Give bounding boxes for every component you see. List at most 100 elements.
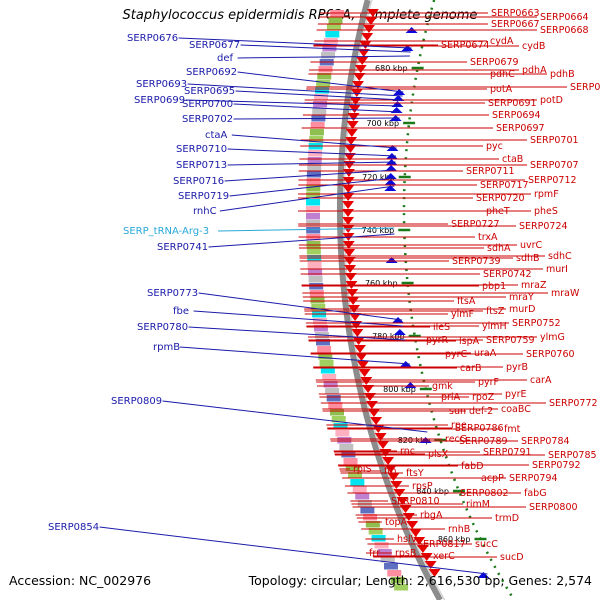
topology-summary: Topology: circular; Length: 2,616,530 bp… [248, 573, 592, 588]
gene-label-right: SERP0717 [480, 180, 529, 191]
label-leader-line [187, 83, 403, 97]
label-leader-line [227, 148, 396, 157]
label-leader-line [198, 292, 403, 321]
gene-label-right: def-2 [469, 406, 493, 417]
gene-label-right: pheS [534, 206, 558, 217]
cog-category-block [363, 514, 378, 521]
gene-label-right: SERP0668 [540, 25, 589, 36]
reverse-gene-arrow [348, 105, 361, 113]
label-leader-line [162, 400, 428, 433]
gene-label-left: SERP0693 [136, 79, 187, 90]
gene-label-right: SERP0784 [521, 436, 570, 447]
cog-category-block [306, 178, 321, 185]
label-leader-line [233, 117, 400, 120]
gene-label-right: hslV [397, 534, 418, 545]
cog-category-block [325, 31, 340, 38]
cog-category-block [319, 360, 334, 367]
gene-label-right: SERP0791 [483, 447, 532, 458]
reverse-gene-arrow [356, 361, 369, 369]
gene-label-right: SERP0679 [470, 57, 519, 68]
cog-category-block [317, 73, 332, 80]
cog-category-block [313, 325, 328, 332]
reverse-gene-arrow [406, 521, 419, 529]
cog-category-block [308, 150, 323, 157]
gene-label-right: rpe [451, 420, 467, 431]
kbp-tick-label: 740 kbp [362, 226, 395, 235]
reverse-gene-arrow [384, 465, 397, 473]
cog-category-block [380, 556, 395, 563]
cog-category-block [306, 206, 321, 213]
kbp-tick-label: 840 kbp [416, 487, 449, 496]
genome-title: Staphylococcus epidermidis RP62A, comple… [122, 8, 478, 23]
reverse-gene-arrow [396, 497, 409, 505]
trna-label: SERP_tRNA-Arg-3 [123, 226, 209, 237]
reverse-gene-arrow [344, 145, 357, 153]
cog-category-block [387, 570, 402, 577]
gene-label-right: carB [460, 363, 481, 374]
gene-label-right: ileS [433, 322, 450, 333]
gene-label-left: ctaA [205, 130, 228, 141]
gene-label-left: SERP0676 [127, 33, 178, 44]
gene-label-right: SERP0760 [526, 349, 575, 360]
cog-category-block [317, 346, 332, 353]
cog-category-block [326, 395, 341, 402]
reverse-gene-arrow [342, 201, 355, 209]
cog-category-block [377, 549, 392, 556]
cog-category-block [337, 437, 352, 444]
cog-category-block [365, 521, 380, 528]
gene-label-right: pyrB [506, 362, 528, 373]
cog-category-block [328, 402, 343, 409]
reverse-gene-arrow [360, 377, 373, 385]
cog-category-block [333, 423, 348, 430]
forward-gene-arrow [385, 165, 398, 171]
gene-label-right: rpsP [412, 481, 433, 492]
cog-category-block [348, 472, 363, 479]
gene-label-right: ftsA [457, 296, 476, 307]
gene-label-right: trxA [478, 232, 498, 243]
reverse-gene-arrow [390, 481, 403, 489]
cog-category-block [310, 122, 325, 129]
cog-category-block [311, 304, 326, 311]
reverse-gene-arrow [342, 217, 355, 225]
reverse-gene-arrow [382, 457, 395, 465]
cog-category-block [343, 458, 358, 465]
reverse-gene-arrow [354, 65, 367, 73]
gene-label-right: SERP0727 [451, 219, 500, 230]
gene-label-left: SERP0780 [137, 322, 188, 333]
gene-label-right: ylmH [482, 321, 507, 332]
gene-label-left: SERP0677 [189, 40, 240, 51]
gene-label-right: SERP0739 [452, 256, 501, 267]
cog-category-block [306, 213, 321, 220]
gene-label-right: SERP0772 [549, 398, 598, 409]
kbp-tick-label: 800 kbp [383, 385, 416, 394]
reverse-gene-arrow [349, 97, 362, 105]
gene-label-right: mraY [509, 292, 534, 303]
reverse-gene-arrow [428, 569, 441, 577]
cog-category-block [306, 220, 321, 227]
cog-category-block [316, 80, 331, 87]
gene-label-right: sucD [500, 552, 524, 563]
label-leader-line [233, 103, 401, 113]
gene-label-right: potD [540, 95, 563, 106]
cog-category-block [307, 164, 322, 171]
label-leader-line [219, 185, 395, 212]
gene-label-right: sdhC [548, 251, 572, 262]
label-leader-line [237, 71, 404, 93]
label-leader-line [208, 233, 395, 248]
gene-label-right: murD [509, 304, 536, 315]
cog-category-block [355, 493, 370, 500]
gene-label-left: SERP0719 [178, 191, 229, 202]
gene-label-right: SERP0759 [486, 335, 535, 346]
cog-category-block [335, 430, 350, 437]
gene-label-right: ftsZ [486, 306, 505, 317]
cog-category-block [306, 192, 321, 199]
cog-category-block [306, 248, 321, 255]
gene-label-right: murI [546, 264, 568, 275]
cog-category-block [394, 584, 409, 591]
gene-label-right: fabD [461, 461, 484, 472]
reverse-gene-arrow [351, 81, 364, 89]
forward-gene-arrow [384, 185, 397, 191]
reverse-gene-arrow [342, 185, 355, 193]
gene-label-right: pyrE [505, 389, 527, 400]
